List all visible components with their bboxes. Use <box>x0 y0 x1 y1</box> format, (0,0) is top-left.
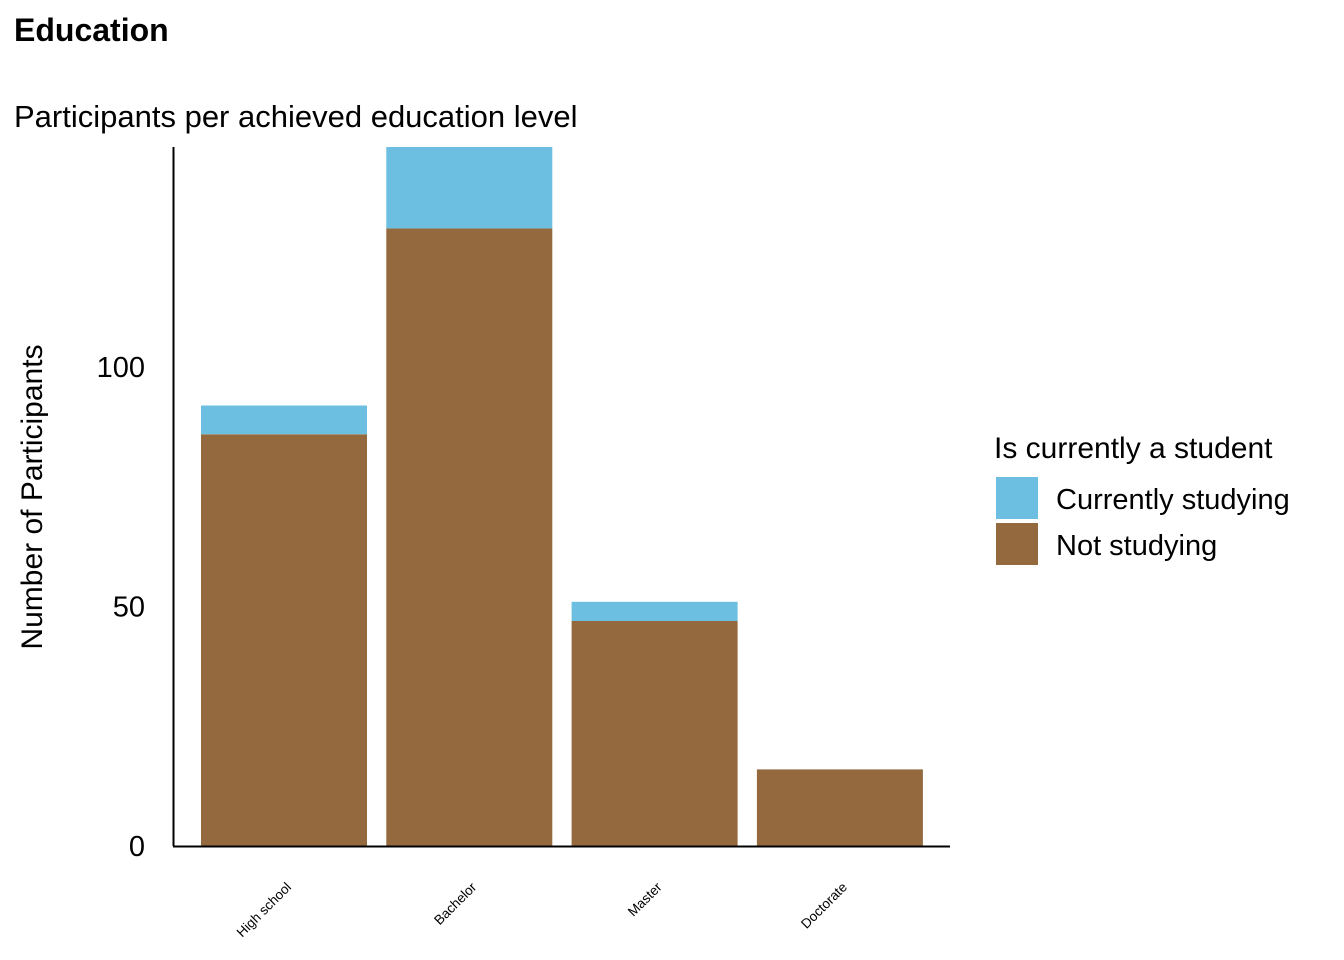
x-ticks-group: High school Bachelor Master Doctorate <box>234 879 850 940</box>
legend-swatch-currently-studying <box>996 477 1038 519</box>
x-tick-label: Doctorate <box>798 880 850 932</box>
y-tick-label: 0 <box>129 831 145 863</box>
y-axis-label: Number of Participants <box>16 344 49 649</box>
x-tick-label: High school <box>234 880 294 940</box>
legend-swatch-not-studying <box>996 523 1038 565</box>
legend-label-currently-studying: Currently studying <box>1056 484 1290 516</box>
bar-not-studying-bachelor <box>386 228 553 846</box>
bar-not-studying-high-school <box>201 434 367 846</box>
x-tick-label: Bachelor <box>431 879 480 928</box>
legend-label-not-studying: Not studying <box>1056 530 1217 562</box>
y-tick-label: 50 <box>113 592 145 624</box>
bars-group <box>201 147 923 846</box>
chart-title: Education <box>14 12 169 48</box>
bar-currently-studying-master <box>571 601 738 621</box>
legend-title: Is currently a student <box>994 432 1273 465</box>
bar-not-studying-doctorate <box>756 769 923 846</box>
bar-currently-studying-high-school <box>201 405 367 435</box>
y-ticks-group: 0 50 100 <box>97 352 145 863</box>
x-tick-label: Master <box>625 879 665 919</box>
chart-subtitle: Participants per achieved education leve… <box>14 99 578 134</box>
y-tick-label: 100 <box>97 352 145 384</box>
bar-not-studying-master <box>571 621 738 846</box>
bar-currently-studying-bachelor <box>386 147 553 229</box>
legend: Is currently a student Currently studyin… <box>994 432 1290 565</box>
